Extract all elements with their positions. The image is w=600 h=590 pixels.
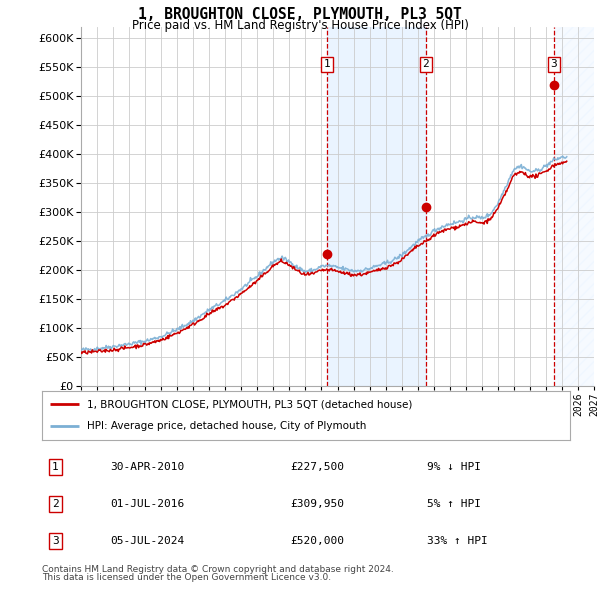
- Text: Price paid vs. HM Land Registry's House Price Index (HPI): Price paid vs. HM Land Registry's House …: [131, 19, 469, 32]
- Text: 30-APR-2010: 30-APR-2010: [110, 463, 185, 473]
- Bar: [554, 27, 594, 386]
- Text: £227,500: £227,500: [290, 463, 344, 473]
- Text: 1: 1: [52, 463, 59, 473]
- Text: 2: 2: [422, 59, 429, 69]
- Text: 5% ↑ HPI: 5% ↑ HPI: [427, 499, 481, 509]
- Text: 33% ↑ HPI: 33% ↑ HPI: [427, 536, 488, 546]
- Text: This data is licensed under the Open Government Licence v3.0.: This data is licensed under the Open Gov…: [42, 573, 331, 582]
- Text: 3: 3: [551, 59, 557, 69]
- Text: HPI: Average price, detached house, City of Plymouth: HPI: Average price, detached house, City…: [87, 421, 366, 431]
- Text: 3: 3: [52, 536, 59, 546]
- Text: 1: 1: [323, 59, 330, 69]
- Text: £309,950: £309,950: [290, 499, 344, 509]
- Bar: [327, 27, 425, 386]
- Text: 01-JUL-2016: 01-JUL-2016: [110, 499, 185, 509]
- Text: 1, BROUGHTON CLOSE, PLYMOUTH, PL3 5QT (detached house): 1, BROUGHTON CLOSE, PLYMOUTH, PL3 5QT (d…: [87, 399, 412, 409]
- Text: 2: 2: [52, 499, 59, 509]
- Text: Contains HM Land Registry data © Crown copyright and database right 2024.: Contains HM Land Registry data © Crown c…: [42, 565, 394, 573]
- Text: 1, BROUGHTON CLOSE, PLYMOUTH, PL3 5QT: 1, BROUGHTON CLOSE, PLYMOUTH, PL3 5QT: [138, 7, 462, 22]
- Text: £520,000: £520,000: [290, 536, 344, 546]
- Text: 05-JUL-2024: 05-JUL-2024: [110, 536, 185, 546]
- Text: 9% ↓ HPI: 9% ↓ HPI: [427, 463, 481, 473]
